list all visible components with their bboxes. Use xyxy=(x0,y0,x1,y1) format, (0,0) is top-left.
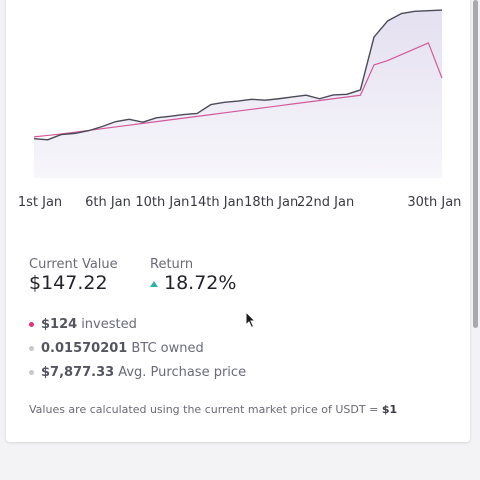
return-label: Return xyxy=(150,257,194,272)
portfolio-series-line xyxy=(33,9,443,141)
scrollbar-thumb[interactable] xyxy=(473,0,478,328)
portfolio-chart xyxy=(33,9,443,178)
up-arrow-icon xyxy=(150,280,158,287)
btc-owned-label: BTC owned xyxy=(131,341,204,356)
invested-stat: $124 invested xyxy=(29,317,137,332)
x-tick-label: 22nd Jan xyxy=(296,195,355,210)
btc-owned-stat: 0.01570201 BTC owned xyxy=(29,341,204,356)
avg-price-label: Avg. Purchase price xyxy=(118,365,247,380)
btc-owned-amount: 0.01570201 xyxy=(41,341,128,356)
x-tick-label: 30th Jan xyxy=(407,195,462,210)
avg-price-dot-icon xyxy=(29,370,34,375)
x-axis-labels: 1st Jan 6th Jan 10th Jan 14th Jan 18th Jan 22… xyxy=(6,195,476,213)
x-tick-label: 14th Jan xyxy=(189,195,244,210)
market-price-note-amount: $1 xyxy=(381,403,398,416)
current-value: $147.22 xyxy=(29,272,108,294)
avg-price-stat: $7,877.33 Avg. Purchase price xyxy=(29,365,246,380)
current-value-label: Current Value xyxy=(29,257,118,272)
x-tick-label: 10th Jan xyxy=(135,195,190,210)
invested-amount: $124 xyxy=(41,317,78,332)
invested-label: invested xyxy=(81,317,137,332)
avg-price-amount: $7,877.33 xyxy=(41,365,115,380)
market-price-note-text: Values are calculated using the current … xyxy=(29,403,382,416)
market-price-note: Values are calculated using the current … xyxy=(29,403,397,416)
portfolio-card: 1st Jan 6th Jan 10th Jan 14th Jan 18th Jan 22… xyxy=(6,0,470,442)
portfolio-area xyxy=(34,10,442,178)
return-value: 18.72% xyxy=(164,272,237,294)
return-value-wrap: 18.72% xyxy=(150,272,236,294)
btc-dot-icon xyxy=(29,346,34,351)
invested-dot-icon xyxy=(29,322,34,327)
x-tick-label: 18th Jan xyxy=(244,195,299,210)
mouse-cursor-icon xyxy=(245,311,257,329)
x-tick-label: 1st Jan xyxy=(17,195,63,210)
invested-series-line xyxy=(33,42,443,138)
x-tick-label: 6th Jan xyxy=(85,195,131,210)
